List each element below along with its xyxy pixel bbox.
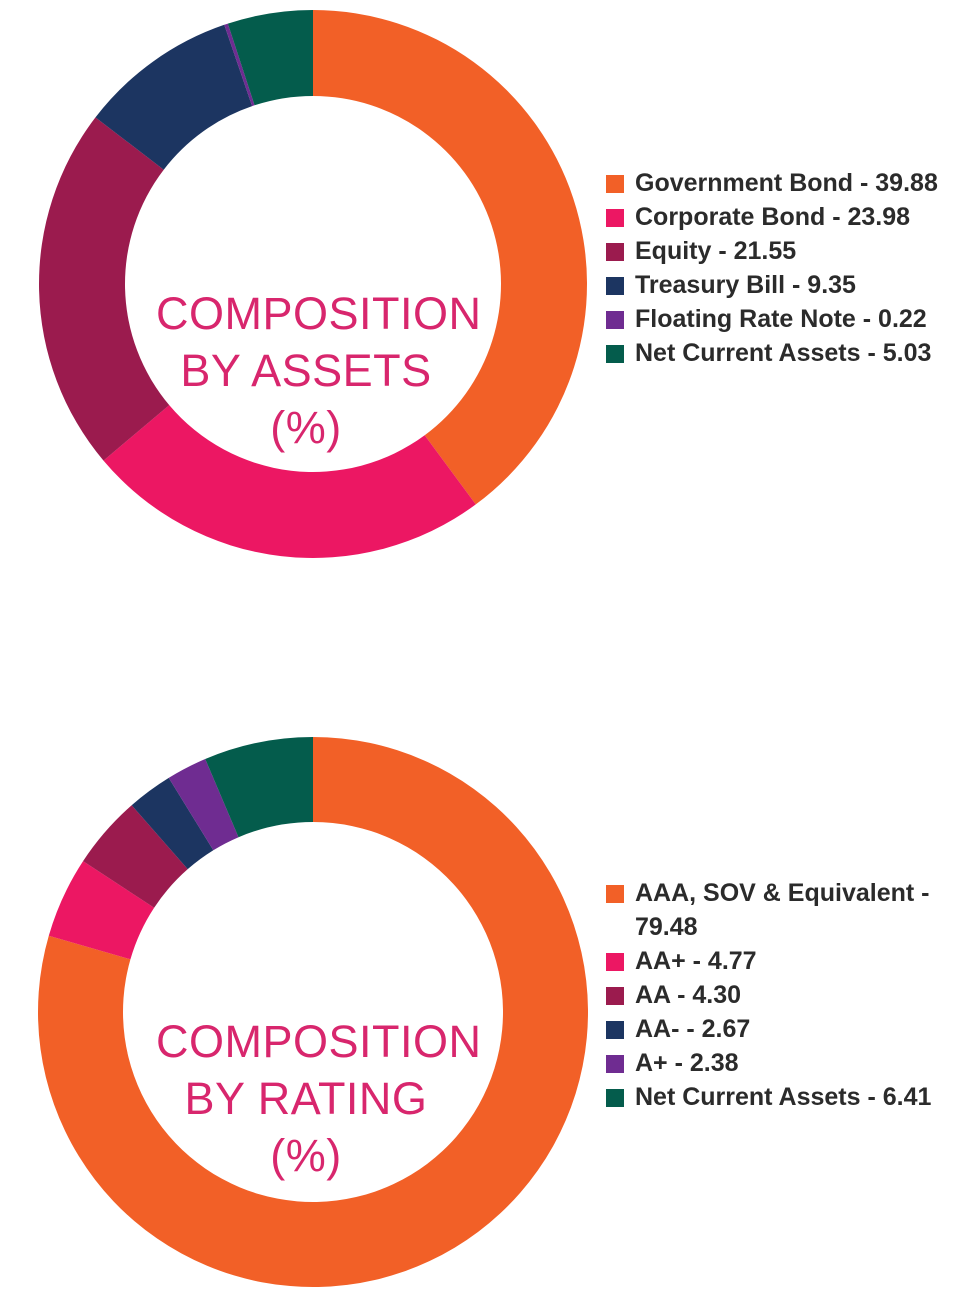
legend-item: A+ - 2.38 [606,1046,972,1080]
donut-slice-government-bond [313,10,587,505]
assets-center-title: COMPOSITION BY ASSETS (%) [156,285,482,456]
assets-composition-chart: COMPOSITION BY ASSETS (%) Government Bon… [0,0,974,600]
legend-swatch [606,175,624,193]
legend-item: Corporate Bond - 23.98 [606,200,972,234]
assets-donut [39,10,587,558]
legend-swatch [606,311,624,329]
donut-slice-floating-rate-note [224,23,255,107]
legend-label: Net Current Assets - 5.03 [635,339,932,367]
donut-slice-aa [131,777,214,870]
donut-slice-net-current-assets [205,737,313,838]
legend-item: Net Current Assets - 6.41 [606,1080,972,1114]
donut-slice-aa [83,805,188,908]
legend-item: AA- - 2.67 [606,1012,972,1046]
legend-swatch [606,1089,624,1107]
legend-label: Floating Rate Note - 0.22 [635,305,927,333]
center-title-line: (%) [270,402,342,453]
legend-swatch [606,987,624,1005]
legend-label: AA+ - 4.77 [635,947,757,975]
legend-item: Net Current Assets - 5.03 [606,336,972,370]
donut-slice-aa [48,861,155,960]
rating-donut [38,737,589,1287]
donut-slice-net-current-assets [227,10,313,106]
legend-label: AA- - 2.67 [635,1015,751,1043]
legend-label: Treasury Bill - 9.35 [635,271,856,299]
center-title-line: BY RATING [184,1073,428,1124]
legend-swatch [606,243,624,261]
legend-item: Floating Rate Note - 0.22 [606,302,972,336]
rating-legend: AAA, SOV & Equivalent - 79.48 AA+ - 4.77 A… [606,876,972,1114]
legend-item: AA+ - 4.77 [606,944,972,978]
legend-label: AAA, SOV & Equivalent - 79.48 [635,879,930,941]
center-title-line: COMPOSITION [156,1016,482,1067]
legend-label: A+ - 2.38 [635,1049,739,1077]
legend-label: Net Current Assets - 6.41 [635,1083,932,1111]
assets-legend: Government Bond - 39.88 Corporate Bond - … [606,166,972,370]
legend-label: Corporate Bond - 23.98 [635,203,911,231]
legend-swatch [606,345,624,363]
legend-item: Government Bond - 39.88 [606,166,972,200]
donut-slice-a [168,758,239,851]
legend-item: AA - 4.30 [606,978,972,1012]
center-title-line: COMPOSITION [156,288,482,339]
legend-label: AA - 4.30 [635,981,742,1009]
legend-item: Equity - 21.55 [606,234,972,268]
legend-swatch [606,209,624,227]
donut-slice-treasury-bill [95,24,253,170]
center-title-line: (%) [270,1130,342,1181]
donut-slice-equity [39,117,170,461]
donut-slice-corporate-bond [103,405,476,558]
legend-label: Government Bond - 39.88 [635,169,938,197]
donut-slice-aaa-sov-equivalent [38,737,589,1287]
center-title-line: BY ASSETS [180,345,432,396]
legend-label: Equity - 21.55 [635,237,797,265]
legend-swatch [606,1055,624,1073]
legend-swatch [606,1021,624,1039]
legend-swatch [606,885,624,903]
legend-swatch [606,953,624,971]
rating-center-title: COMPOSITION BY RATING (%) [156,1013,482,1184]
legend-swatch [606,277,624,295]
rating-composition-chart: COMPOSITION BY RATING (%) AAA, SOV & Equ… [0,728,974,1308]
legend-item: AAA, SOV & Equivalent - 79.48 [606,876,972,944]
legend-item: Treasury Bill - 9.35 [606,268,972,302]
